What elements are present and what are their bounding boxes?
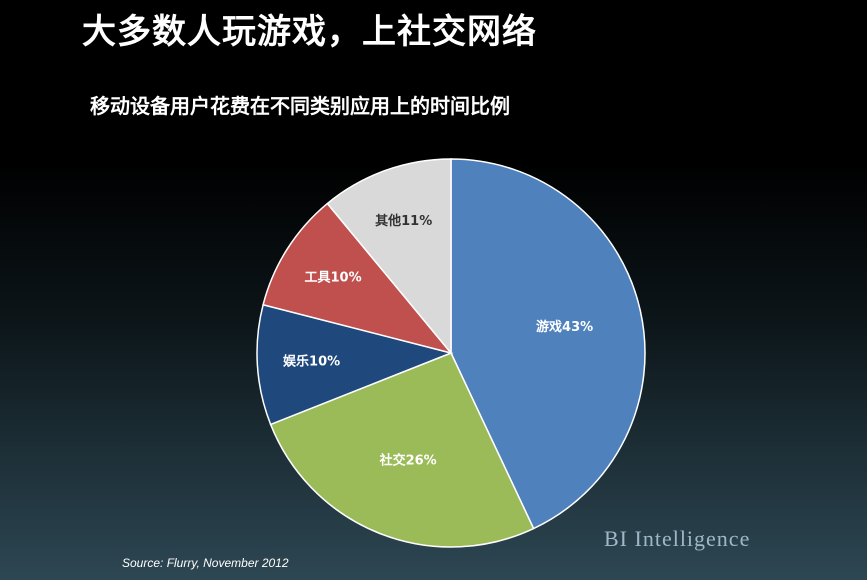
source-note: Source: Flurry, November 2012 [122,556,289,570]
pie-slice-1 [450,158,646,530]
slide-title: 大多数人玩游戏，上社交网络 [82,12,537,52]
pie-slice-label-5: 其他11% [375,213,432,229]
pie-slice-label-4: 工具10% [305,271,362,286]
pie-slice-4 [262,202,454,355]
pie-slice-label-1: 游戏43% [536,319,593,335]
chart-title: 移动设备用户花费在不同类别应用上的时间比例 [90,94,510,118]
pie-slice-label-2: 社交26% [379,453,437,469]
brand-logo: BI Intelligence [604,526,751,551]
pie-slice-2 [269,352,535,548]
pie-slice-3 [256,303,454,426]
pie-slice-label-3: 娱乐10% [283,353,340,369]
pie-slice-5 [326,158,452,356]
